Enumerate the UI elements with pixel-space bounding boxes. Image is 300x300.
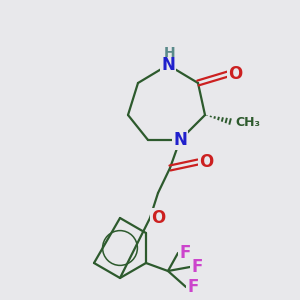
Text: O: O [151, 209, 165, 227]
Text: F: F [187, 278, 199, 296]
Text: O: O [199, 153, 213, 171]
Text: O: O [228, 65, 242, 83]
Text: F: F [191, 258, 203, 276]
Text: H: H [164, 46, 176, 60]
Text: F: F [179, 244, 191, 262]
Text: N: N [173, 131, 187, 149]
Text: N: N [161, 56, 175, 74]
Text: CH₃: CH₃ [236, 116, 260, 128]
